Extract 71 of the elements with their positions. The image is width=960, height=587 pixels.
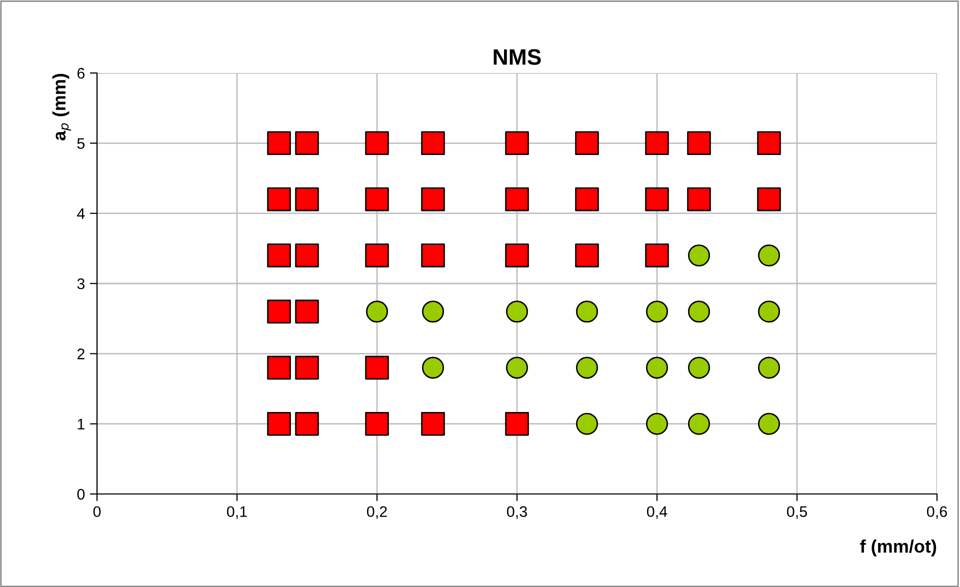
point [688,244,710,266]
point [422,356,444,379]
point [295,412,319,436]
point [365,187,389,212]
point [758,300,780,323]
y-tick-label: 5 [77,138,85,149]
point [365,244,389,268]
point [646,356,668,379]
point [267,356,291,380]
chart-title: NMS [494,49,541,65]
x-tick-label: 0,3 [506,506,527,519]
point [295,356,319,380]
point [505,131,529,156]
point [646,300,668,323]
y-tick-label: 4 [77,208,85,219]
point [267,187,291,212]
point [506,300,528,323]
point [267,300,291,324]
point [575,131,599,156]
y-tick-label: 1 [78,418,84,430]
point [506,356,528,379]
point [575,187,599,212]
point [645,244,669,268]
x-tick-label: 0,6 [926,506,947,519]
point [646,412,668,435]
point [421,131,445,156]
point [645,131,669,156]
point [575,244,599,268]
point [267,412,291,436]
point [295,131,319,156]
x-tick-label: 0,1 [226,506,247,519]
point [688,412,710,435]
y-axis-title: a$_{p}$ (mm) [52,74,72,140]
y-tick-label: 0 [77,488,85,500]
y-tick-label: 3 [77,278,85,290]
point [576,356,598,379]
point [366,300,388,323]
point [688,300,710,323]
x-tick-label: 0 [93,506,101,518]
point [687,187,711,212]
point [687,131,711,156]
y-tick-label: 6 [77,68,85,79]
point [758,412,780,435]
point [267,244,291,268]
point [422,300,444,323]
point [295,300,319,324]
point [421,187,445,212]
point [295,244,319,268]
point [758,356,780,379]
x-tick-label: 0,5 [786,506,807,519]
point [645,187,669,212]
point [421,244,445,268]
point [505,244,529,268]
point [688,356,710,379]
point [757,131,781,156]
point [365,356,389,380]
x-tick-label: 0,4 [646,506,668,519]
point [267,131,291,156]
point [758,244,780,266]
point [365,131,389,156]
point [757,187,781,212]
x-tick-label: 0,2 [366,506,387,519]
point [421,412,445,436]
y-tick-label: 2 [77,348,84,360]
x-axis-title: f (mm/ot) [860,539,936,556]
point [295,187,319,212]
point [576,412,598,435]
point [365,412,389,436]
point [576,300,598,323]
point [505,412,529,436]
point [505,187,529,212]
